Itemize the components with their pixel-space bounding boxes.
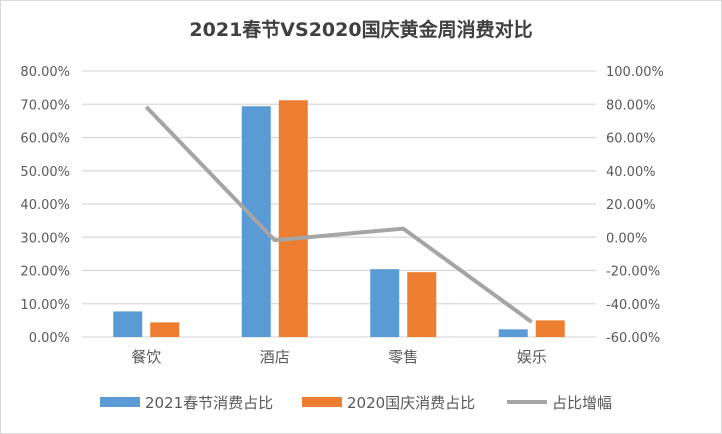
left-tick-label: 70.00% — [20, 98, 70, 113]
right-tick-label: 80.00% — [606, 98, 656, 113]
right-tick-label: 40.00% — [606, 165, 656, 180]
legend-label: 2020国庆消费占比 — [347, 394, 475, 412]
legend-label: 占比增幅 — [552, 394, 612, 412]
right-tick-label: 0.00% — [606, 231, 647, 246]
left-tick-label: 60.00% — [20, 132, 70, 147]
chart-title: 2021春节VS2020国庆黄金周消费对比 — [189, 18, 532, 41]
left-tick-label: 80.00% — [20, 65, 70, 80]
legend-swatch — [100, 397, 140, 407]
bar-2021 — [498, 329, 528, 337]
left-tick-label: 20.00% — [20, 265, 70, 280]
right-tick-label: 60.00% — [606, 132, 656, 147]
category-label: 餐饮 — [131, 348, 161, 366]
line-series — [144, 105, 533, 324]
bar-2020 — [150, 322, 180, 337]
legend-label: 2021春节消费占比 — [145, 394, 273, 412]
bar-2020 — [535, 320, 565, 337]
right-tick-label: -40.00% — [606, 298, 660, 313]
category-label: 酒店 — [260, 348, 290, 366]
bar-2021 — [370, 269, 400, 337]
left-tick-label: 50.00% — [20, 165, 70, 180]
left-tick-label: 40.00% — [20, 198, 70, 213]
bar-2021 — [113, 311, 143, 337]
category-label: 娱乐 — [517, 348, 547, 366]
right-tick-label: -20.00% — [606, 265, 660, 280]
right-tick-label: 20.00% — [606, 198, 656, 213]
left-tick-label: 30.00% — [20, 231, 70, 246]
category-label: 零售 — [388, 348, 418, 366]
left-tick-label: 0.00% — [29, 331, 70, 346]
left-tick-label: 10.00% — [20, 298, 70, 313]
right-tick-label: 100.00% — [606, 65, 664, 80]
bar-2020 — [407, 272, 437, 337]
right-tick-label: -60.00% — [606, 331, 660, 346]
bar-2020 — [278, 100, 308, 337]
legend-swatch — [302, 397, 342, 407]
